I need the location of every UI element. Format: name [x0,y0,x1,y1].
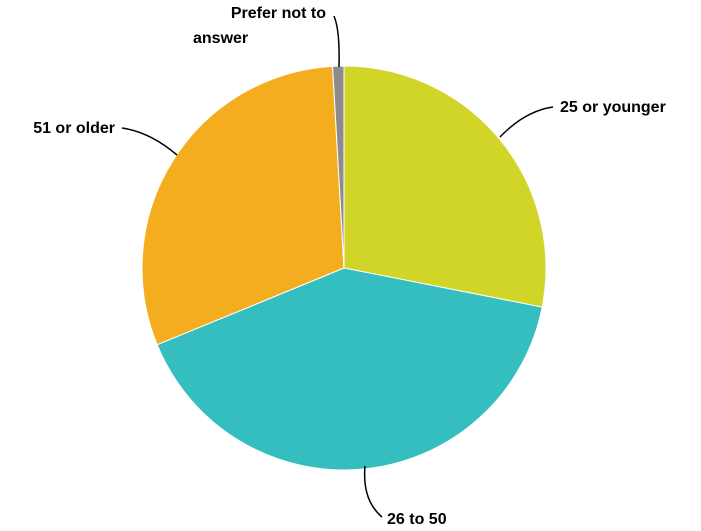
label-26-to-50: 26 to 50 [387,511,447,528]
label-prefer-not-line1: Prefer not to [231,5,326,22]
leader-25-or-younger [499,106,554,138]
pie-slices [141,65,547,471]
label-51-or-older: 51 or older [33,120,115,137]
pie-slice-25-or-younger [343,65,547,308]
label-25-or-younger: 25 or younger [560,99,666,116]
label-prefer-not-line2: answer [193,30,248,47]
leader-26-to-50 [363,465,383,518]
pie-slice-51-or-older [141,65,345,346]
pie-slice-26-to-50 [156,267,543,471]
leader-51-or-older [121,127,178,156]
leader-prefer-not [333,15,340,68]
